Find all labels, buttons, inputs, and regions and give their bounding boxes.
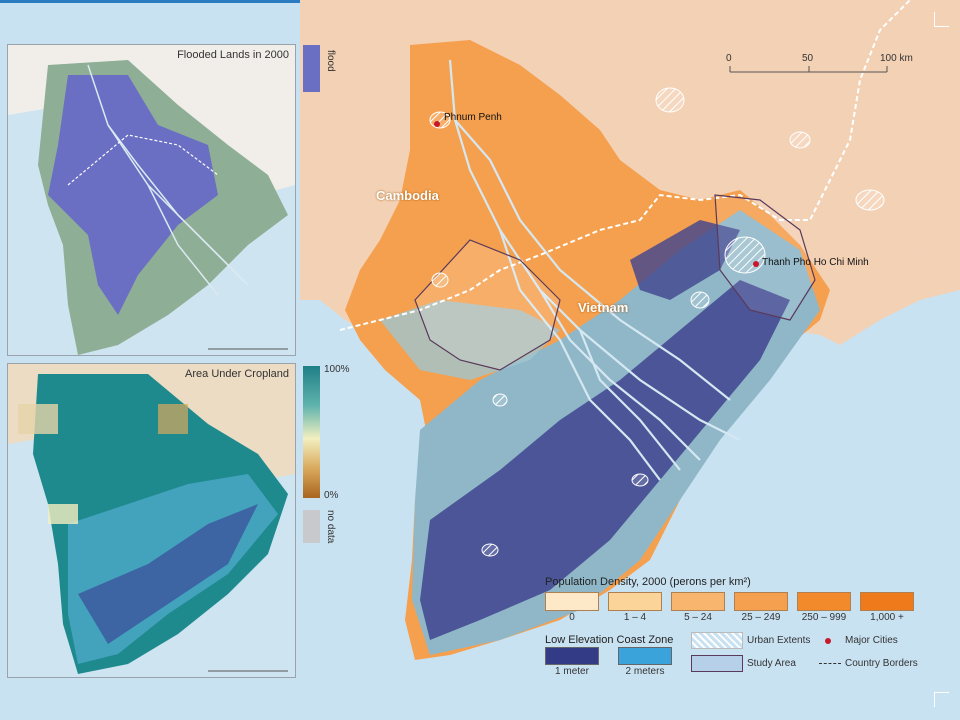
flood-map [8,45,295,355]
inset-cropland: Area Under Cropland [7,363,296,678]
rivers [448,59,741,481]
density-legend-title: Population Density, 2000 (perons per km²… [545,576,751,588]
density-swatch [671,592,725,611]
density-swatch-label: 1 – 4 [623,612,647,623]
country-border [339,0,911,331]
density-swatch-label: 250 – 999 [801,612,847,623]
city-dot-hcmc [753,261,759,267]
density-swatch-label: 1,000 + [870,612,904,623]
cropland-gradient-bar [303,366,320,498]
density-swatch-label: 25 – 249 [741,612,781,623]
country-label-vietnam: Vietnam [578,300,629,315]
density-swatch [608,592,662,611]
density-swatch-label: 5 – 24 [684,612,712,623]
lecz-1m-north [630,220,740,300]
scale-tick-50: 50 [802,53,814,64]
lecz-swatch-label: 2 meters [625,666,665,677]
cropland-min-label: 0% [324,490,339,501]
flood-legend-label: flood [325,50,336,72]
lecz-swatch-label: 1 meter [555,666,589,677]
major-cities-label: Major Cities [845,635,898,646]
density-swatch [734,592,788,611]
city-dot-phnom-penh [434,121,440,127]
frame-corner-bottom-right [934,692,949,707]
lecz-1m [420,280,790,640]
urban-extents-label: Urban Extents [747,635,811,646]
city-label-phnom-penh: Phnum Penh [444,112,502,123]
inset-flooded-lands: Flooded Lands in 2000 [7,44,296,356]
flood-legend-swatch [303,45,320,92]
density-swatch [545,592,599,611]
major-cities-symbol [825,638,831,644]
lecz-legend-title: Low Elevation Coast Zone [545,634,674,646]
lecz-swatch [545,647,599,665]
urban-extents-swatch [691,632,743,649]
no-data-label: no data [325,510,336,544]
land-mainland-right [810,250,960,345]
scale-tick-100: 100 km [880,53,913,64]
density-swatch [860,592,914,611]
frame-corner-top-right [934,12,949,27]
study-area-label: Study Area [747,658,796,669]
lecz-swatch [618,647,672,665]
country-borders-label: Country Borders [845,658,918,669]
country-label-cambodia: Cambodia [376,188,439,203]
density-swatch-label: 0 [569,612,575,623]
inset-title-cropland: Area Under Cropland [185,368,289,380]
country-borders-symbol [819,663,841,664]
scale-bar [729,66,888,73]
cropland-map [8,364,295,677]
study-area-swatch [691,655,743,672]
density-swatch [797,592,851,611]
scale-tick-0: 0 [726,53,732,64]
inset-title-flood: Flooded Lands in 2000 [177,49,289,61]
study-area-west [414,239,561,371]
lecz-2m-west [380,300,560,380]
cropland-max-label: 100% [324,364,350,375]
no-data-swatch [303,510,320,543]
city-label-hcmc: Thanh Pho Ho Chi Minh [762,257,869,268]
